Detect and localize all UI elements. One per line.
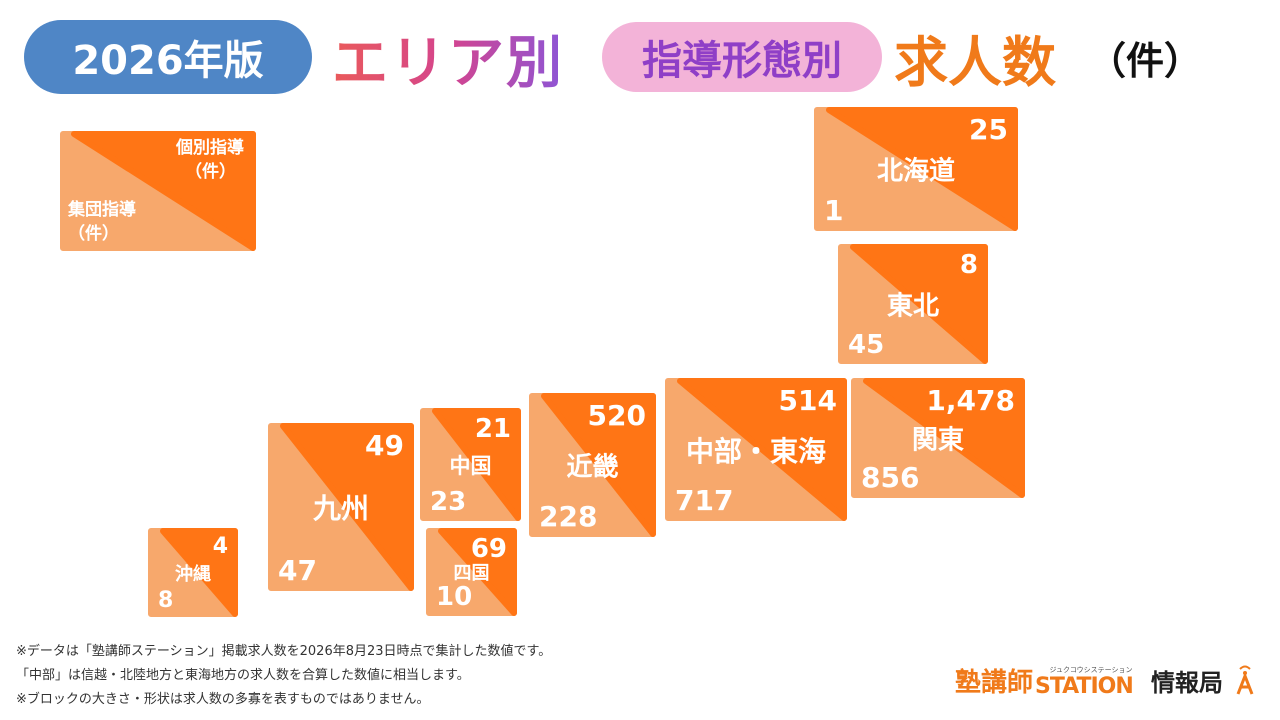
individual-value: 21 [474, 414, 511, 444]
group-value: 717 [675, 484, 734, 517]
region-shape [529, 393, 656, 537]
region-tile: 沖縄 4 8 [148, 528, 238, 617]
footnote-3: ※ブロックの大きさ・形状は求人数の多寡を表すものではありません。 [16, 692, 430, 707]
group-value: 1 [824, 194, 844, 227]
region-name: 沖縄 [175, 563, 211, 585]
site-logo: 塾講師 ジュクコウシステーション STATION 情報局 [955, 665, 1254, 699]
region-name: 近畿 [566, 452, 619, 483]
title-area: エリア別 [332, 18, 564, 99]
title-type-badge: 指導形態別 [602, 22, 882, 92]
legend-group-label: 集団指導 （件） [68, 200, 136, 245]
region-shape [851, 378, 1025, 498]
individual-triangle [160, 528, 238, 617]
region-name: 東北 [886, 291, 939, 322]
logo-brand: 塾講師 [955, 667, 1033, 698]
individual-triangle [438, 528, 517, 616]
region-tile: 東北 8 45 [838, 244, 988, 364]
year-badge: 2026年版 [24, 20, 312, 94]
region-shape [426, 528, 517, 616]
individual-triangle [677, 378, 847, 521]
region-shape [665, 378, 847, 521]
region-tile: 中部・東海 514 717 [665, 378, 847, 521]
footnote-2: 「中部」は信越・北陸地方と東海地方の求人数を合算した数値に相当します。 [16, 668, 470, 683]
group-value: 23 [430, 487, 467, 517]
region-tile: 中国 21 23 [420, 408, 521, 521]
region-tile: 近畿 520 228 [529, 393, 656, 537]
antenna-icon [1236, 665, 1254, 695]
region-name: 九州 [312, 492, 369, 525]
region-tile: 北海道 25 1 [814, 107, 1018, 231]
region-tile: 関東 1,478 856 [851, 378, 1025, 498]
legend-individual-label: 個別指導 （件） [176, 138, 244, 182]
group-value: 856 [861, 461, 920, 494]
region-name: 四国 [453, 563, 490, 584]
region-shape [838, 244, 988, 364]
individual-triangle [863, 378, 1025, 498]
region-name: 北海道 [876, 156, 955, 187]
group-value: 47 [278, 554, 317, 587]
footnotes: ※データは「塾講師ステーション」掲載求人数を2026年8月23日時点で集計した数… [16, 640, 551, 712]
region-shape [420, 408, 521, 521]
individual-triangle [826, 107, 1018, 231]
individual-value: 1,478 [926, 384, 1015, 417]
group-value: 10 [436, 582, 473, 612]
legend-individual-triangle [71, 131, 256, 251]
region-shape [814, 107, 1018, 231]
region-shape [148, 528, 238, 617]
individual-value: 8 [959, 250, 978, 280]
title-count: 求人数 [894, 31, 1056, 94]
title-unit: （件） [1088, 39, 1203, 83]
legend-tile: 個別指導 （件） 集団指導 （件） [60, 131, 256, 251]
region-name: 中国 [449, 453, 492, 478]
region-tile: 九州 49 47 [268, 423, 414, 591]
region-name: 中部・東海 [685, 434, 826, 468]
group-value: 228 [539, 500, 598, 533]
logo-station: STATION [1035, 674, 1133, 699]
region-name: 関東 [911, 425, 964, 456]
region-tile: 四国 69 10 [426, 528, 517, 616]
individual-triangle [850, 244, 988, 364]
individual-value: 520 [587, 399, 646, 432]
individual-value: 69 [470, 534, 507, 564]
footnote-1: ※データは「塾講師ステーション」掲載求人数を2026年8月23日時点で集計した数… [16, 644, 552, 659]
individual-value: 514 [778, 384, 837, 417]
individual-triangle [280, 423, 414, 591]
individual-value: 49 [365, 429, 404, 462]
logo-sub: ジュクコウシステーション [1049, 666, 1132, 674]
individual-value: 4 [212, 534, 228, 559]
group-value: 8 [158, 588, 174, 613]
legend-shape [60, 131, 256, 251]
region-shape [268, 423, 414, 591]
logo-info: 情報局 [1151, 669, 1223, 697]
individual-value: 25 [969, 113, 1008, 146]
individual-triangle [432, 408, 521, 521]
individual-triangle [541, 393, 656, 537]
group-value: 45 [848, 330, 885, 360]
